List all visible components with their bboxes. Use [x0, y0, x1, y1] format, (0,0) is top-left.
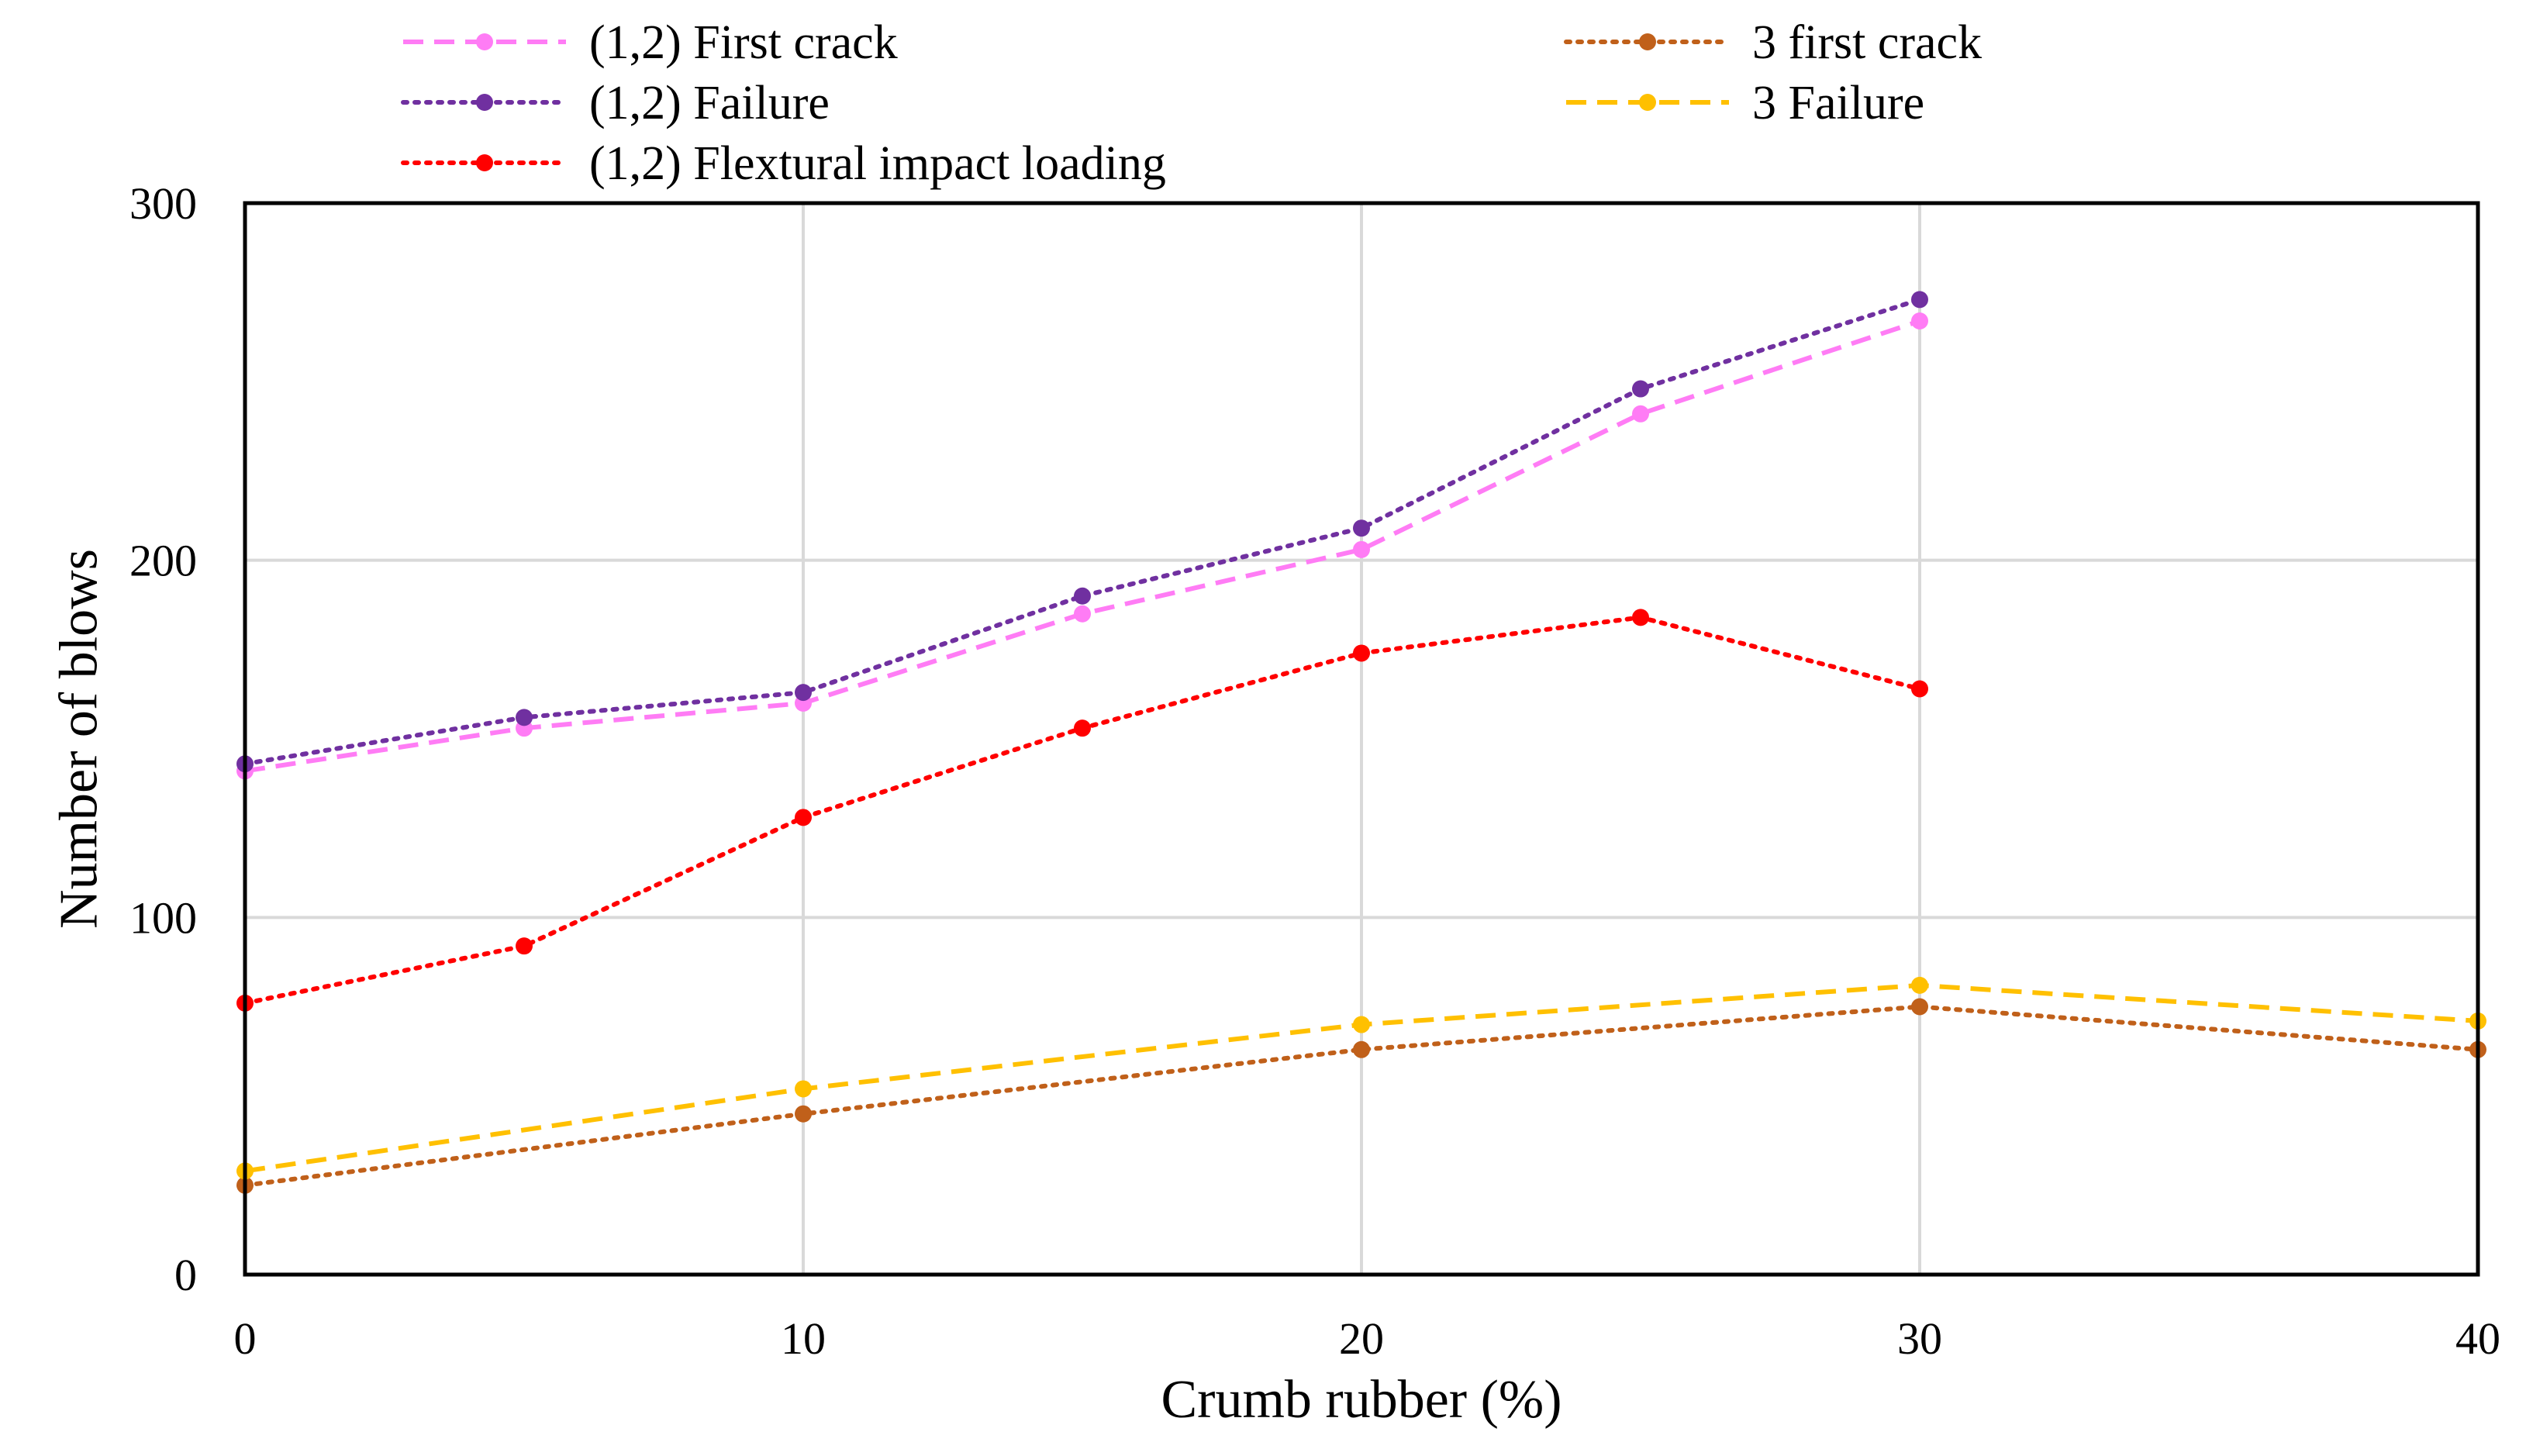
legend-swatch-marker — [1639, 33, 1656, 50]
legend-item: (1,2) Failure — [401, 77, 830, 129]
data-point — [1632, 380, 1649, 398]
y-tick-label: 200 — [129, 536, 197, 586]
x-tick-label: 10 — [781, 1313, 826, 1364]
tick-labels: 0 10 20 30 40 0 100 200 300 — [129, 178, 2500, 1364]
legend-label: 3 first crack — [1752, 16, 1982, 69]
x-tick-label: 20 — [1339, 1313, 1384, 1364]
series-4 — [236, 998, 2486, 1194]
data-point — [1074, 605, 1091, 623]
legend-swatch-marker — [1639, 94, 1656, 111]
data-point — [1911, 291, 1928, 309]
legend-item: 3 Failure — [1566, 77, 1924, 129]
x-tick-label: 40 — [2455, 1313, 2500, 1364]
x-tick-label: 30 — [1897, 1313, 1942, 1364]
data-point — [1074, 719, 1091, 737]
legend-swatch-marker — [476, 94, 493, 111]
data-point — [795, 684, 812, 702]
series-3 — [236, 609, 1928, 1012]
series-2 — [236, 291, 1928, 773]
y-tick-label: 0 — [174, 1250, 197, 1300]
series-1 — [236, 312, 1928, 780]
data-point — [1074, 587, 1091, 605]
legend-item: (1,2) Flextural impact loading — [401, 137, 1166, 190]
data-point — [1911, 998, 1928, 1016]
data-point — [1353, 540, 1370, 558]
data-point — [516, 937, 533, 955]
legend-swatch-marker — [476, 154, 493, 171]
series-line — [243, 615, 1922, 1006]
data-point — [1911, 312, 1928, 330]
y-tick-label: 300 — [129, 178, 197, 229]
y-axis-title: Number of blows — [50, 549, 109, 929]
series-line — [243, 1004, 2480, 1188]
data-point — [1632, 405, 1649, 423]
series-line — [244, 319, 1920, 774]
y-tick-label: 100 — [129, 892, 197, 943]
legend-label: (1,2) Failure — [589, 77, 830, 129]
data-point — [516, 709, 533, 726]
grid-lines — [245, 203, 2478, 1275]
x-axis-title: Crumb rubber (%) — [1161, 1370, 1561, 1430]
x-tick-label: 0 — [234, 1313, 257, 1364]
series-group — [236, 291, 2486, 1194]
data-point — [1353, 1016, 1370, 1033]
data-point — [1911, 680, 1928, 698]
data-point — [795, 1080, 812, 1098]
data-point — [1353, 1040, 1370, 1058]
legend-item: 3 first crack — [1564, 16, 1982, 69]
data-point — [1632, 609, 1649, 626]
data-point — [1353, 644, 1370, 662]
data-point — [795, 1105, 812, 1123]
data-point — [1911, 976, 1928, 994]
plot-area-frame — [243, 201, 2480, 1277]
legend: (1,2) First crack (1,2) Failure (1,2) Flex… — [401, 16, 1982, 190]
legend-label: 3 Failure — [1752, 77, 1924, 129]
legend-swatch-marker — [476, 33, 493, 50]
legend-label: (1,2) Flextural impact loading — [589, 137, 1166, 190]
legend-label: (1,2) First crack — [589, 16, 898, 69]
data-point — [1353, 519, 1370, 537]
legend-item: (1,2) First crack — [403, 16, 898, 69]
data-point — [795, 809, 812, 826]
series-line — [243, 297, 1922, 767]
